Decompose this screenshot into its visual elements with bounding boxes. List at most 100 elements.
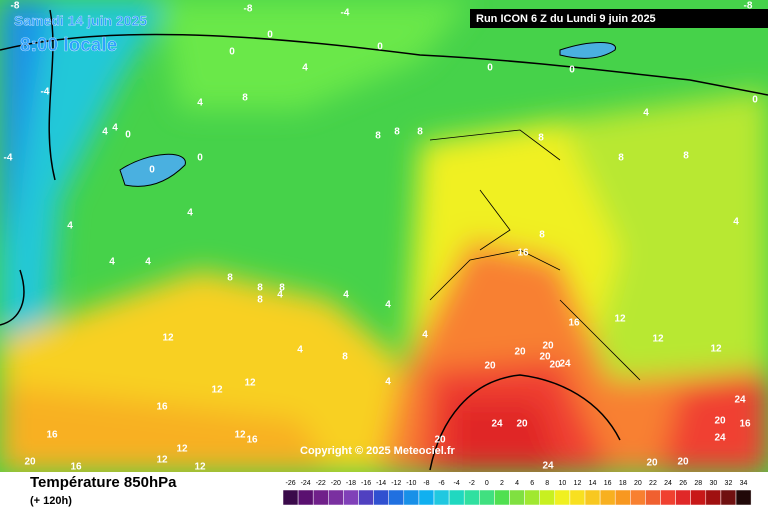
contour-label: 12 xyxy=(652,334,664,345)
contour-label: 4 xyxy=(187,208,193,219)
contour-label: 12 xyxy=(176,444,188,455)
copyright: Copyright © 2025 Meteociel.fr xyxy=(300,445,456,457)
contour-label: 16 xyxy=(46,430,58,441)
colorbar-label: 6 xyxy=(530,480,534,487)
contour-label: 8 xyxy=(257,295,263,306)
colorbar-label: -8 xyxy=(423,480,429,487)
colorbar-label: 22 xyxy=(649,480,657,487)
run-box xyxy=(470,9,768,28)
contour-label: 20 xyxy=(516,419,528,430)
run-info: Run ICON 6 Z du Lundi 9 juin 2025 xyxy=(476,13,656,25)
colorbar-label: 8 xyxy=(545,480,549,487)
colorbar-label: 12 xyxy=(574,480,582,487)
colorbar-label: 30 xyxy=(709,480,717,487)
contour-label: 16 xyxy=(70,462,82,473)
contour-label: 0 xyxy=(377,42,383,53)
map-field xyxy=(0,0,768,472)
colorbar-swatch xyxy=(343,489,359,506)
contour-label: 4 xyxy=(343,290,349,301)
colorbar-swatch xyxy=(433,489,450,506)
colorbar-swatch xyxy=(479,489,495,506)
colorbar-label: -24 xyxy=(301,480,311,487)
colorbar-swatch xyxy=(584,489,601,506)
contour-label: 4 xyxy=(145,257,151,268)
colorbar-label: 10 xyxy=(558,480,566,487)
contour-label: 8 xyxy=(227,273,233,284)
contour-label: 20 xyxy=(549,360,561,371)
colorbar-label: 28 xyxy=(694,480,702,487)
colorbar-swatch xyxy=(614,489,631,506)
colorbar-swatch xyxy=(282,489,299,506)
contour-label: 8 xyxy=(618,153,624,164)
contour-label: -8 xyxy=(744,1,753,12)
colorbar-label: -22 xyxy=(316,480,326,487)
footer-subtitle: (+ 120h) xyxy=(30,495,72,507)
contour-label: 16 xyxy=(739,419,751,430)
contour-label: 8 xyxy=(394,127,400,138)
colorbar-swatch xyxy=(645,489,661,506)
contour-label: 20 xyxy=(24,457,36,468)
contour-label: 4 xyxy=(643,108,649,119)
contour-label: 8 xyxy=(279,283,285,294)
contour-label: 12 xyxy=(614,314,626,325)
colorbar-swatch xyxy=(705,489,722,506)
colorbar-label: 18 xyxy=(619,480,627,487)
contour-label: 20 xyxy=(484,361,496,372)
colorbar-swatch xyxy=(328,489,344,506)
contour-label: 4 xyxy=(385,300,391,311)
contour-label: -4 xyxy=(41,87,50,98)
contour-label: 0 xyxy=(125,130,131,141)
colorbar-swatch xyxy=(463,489,480,506)
contour-label: 16 xyxy=(517,248,529,259)
contour-label: 8 xyxy=(257,283,263,294)
date: Samedi 14 juin 2025 xyxy=(14,13,147,29)
contour-label: 8 xyxy=(539,230,545,241)
time: 8:00 locale xyxy=(20,35,117,56)
colorbar-swatch xyxy=(599,489,616,506)
colorbar-label: -2 xyxy=(469,480,475,487)
colorbar-swatch xyxy=(630,489,646,506)
contour-label: 20 xyxy=(514,347,526,358)
colorbar-label: -16 xyxy=(361,480,371,487)
contour-label: 20 xyxy=(539,352,551,363)
contour-label: 20 xyxy=(542,341,554,352)
contour-label: 12 xyxy=(710,344,722,355)
contour-label: 8 xyxy=(375,131,381,142)
contour-label: 24 xyxy=(491,419,503,430)
colorbar-swatch xyxy=(554,489,571,506)
colorbar-swatch xyxy=(297,489,314,506)
contour-label: 8 xyxy=(417,127,423,138)
contour-label: -4 xyxy=(4,153,13,164)
contour-label: 12 xyxy=(244,378,256,389)
colorbar-swatch xyxy=(569,489,586,506)
colorbar-label: 4 xyxy=(515,480,519,487)
contour-label: 20 xyxy=(646,458,658,469)
contour-label: 4 xyxy=(109,257,115,268)
contour-label: 16 xyxy=(156,402,168,413)
contour-label: 0 xyxy=(197,153,203,164)
colorbar-label: -10 xyxy=(406,480,416,487)
colorbar-swatch xyxy=(735,489,752,506)
contour-label: 4 xyxy=(385,377,391,388)
colorbar-label: 0 xyxy=(485,480,489,487)
contour-label: 12 xyxy=(234,430,246,441)
contour-label: 8 xyxy=(683,151,689,162)
colorbar-swatch xyxy=(388,489,405,506)
colorbar-label: -12 xyxy=(391,480,401,487)
contour-label: 24 xyxy=(559,359,571,370)
contour-label: 4 xyxy=(197,98,203,109)
contour-label: 4 xyxy=(297,345,303,356)
contour-label: 16 xyxy=(246,435,258,446)
contour-label: 20 xyxy=(677,457,689,468)
contour-label: 12 xyxy=(211,385,223,396)
contour-label: 4 xyxy=(422,330,428,341)
colorbar-swatch xyxy=(448,489,465,506)
contour-label: -8 xyxy=(244,4,253,15)
contour-label: 20 xyxy=(714,416,726,427)
contour-label: 12 xyxy=(194,462,206,473)
contour-label: 8 xyxy=(538,133,544,144)
colorbar-swatch xyxy=(358,489,374,506)
contour-label: 4 xyxy=(67,221,73,232)
contour-label: 0 xyxy=(487,63,493,74)
